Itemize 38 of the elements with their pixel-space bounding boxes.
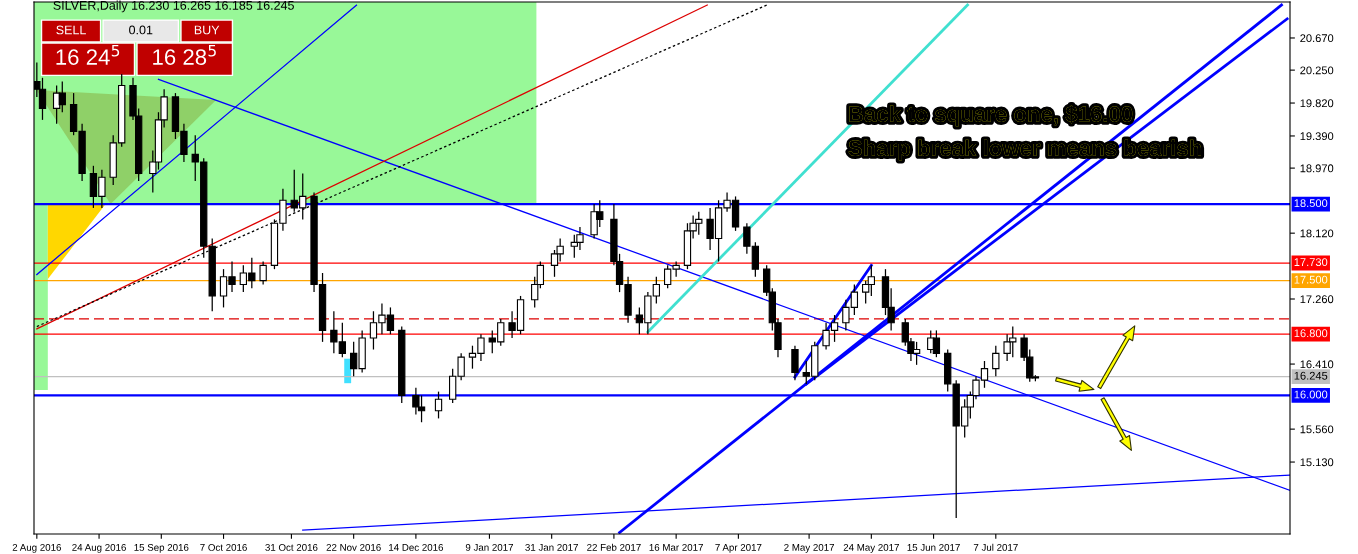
- x-tick-label: 24 Aug 2016: [72, 543, 126, 553]
- y-tick-label: 19.820: [1300, 99, 1334, 108]
- x-tick-label: 9 Jan 2017: [465, 543, 514, 551]
- annotation: 0.01: [129, 25, 153, 35]
- x-tick-label: 2 Aug 2016: [12, 543, 61, 553]
- x-tick-label: 7 Jul 2017: [973, 543, 1018, 551]
- ref-line-label: 16.000: [1294, 390, 1328, 399]
- y-tick-label: 18.970: [1300, 164, 1334, 173]
- x-tick-label: 24 May 2017: [843, 543, 899, 553]
- annotation: 16 24$^{5}$: [56, 44, 120, 65]
- x-tick-label: 22 Nov 2016: [326, 543, 381, 551]
- y-tick-label: 19.390: [1300, 132, 1334, 141]
- ref-line-label: 17.500: [1294, 275, 1328, 284]
- y-tick-label: 15.130: [1300, 458, 1334, 467]
- ref-line-label: 16.800: [1294, 329, 1328, 338]
- x-tick-label: 16 Mar 2017: [649, 543, 703, 551]
- y-tick-label: 20.670: [1300, 34, 1334, 43]
- ref-line-label: 17.730: [1294, 258, 1328, 267]
- ref-line-label: 16.245: [1294, 371, 1328, 380]
- annotation: SELL: [56, 25, 86, 35]
- x-tick-label: 22 Feb 2017: [587, 543, 641, 551]
- y-tick-label: 15.560: [1300, 425, 1334, 434]
- x-tick-label: 31 Oct 2016: [265, 543, 318, 551]
- x-tick-label: 15 Sep 2016: [134, 543, 189, 553]
- y-tick-label: 20.250: [1300, 66, 1334, 75]
- chart-title: SILVER,Daily 16.230 16.265 16.185 16.245: [53, 0, 294, 13]
- x-tick-label: 7 Oct 2016: [200, 543, 247, 551]
- x-tick-label: 31 Jan 2017: [525, 543, 578, 551]
- annotation: 16 28$^{5}$: [153, 44, 216, 65]
- x-tick-label: 15 Jun 2017: [907, 543, 960, 551]
- x-tick-label: 2 May 2017: [784, 543, 835, 553]
- x-tick-label: 14 Dec 2016: [389, 543, 444, 551]
- x-tick-label: 7 Apr 2017: [715, 543, 762, 553]
- annotation: BUY: [194, 25, 220, 35]
- y-tick-label: 16.410: [1300, 360, 1334, 369]
- y-tick-label: 18.120: [1300, 229, 1334, 238]
- ref-line-label: 18.500: [1294, 199, 1328, 208]
- y-tick-label: 17.260: [1300, 295, 1334, 304]
